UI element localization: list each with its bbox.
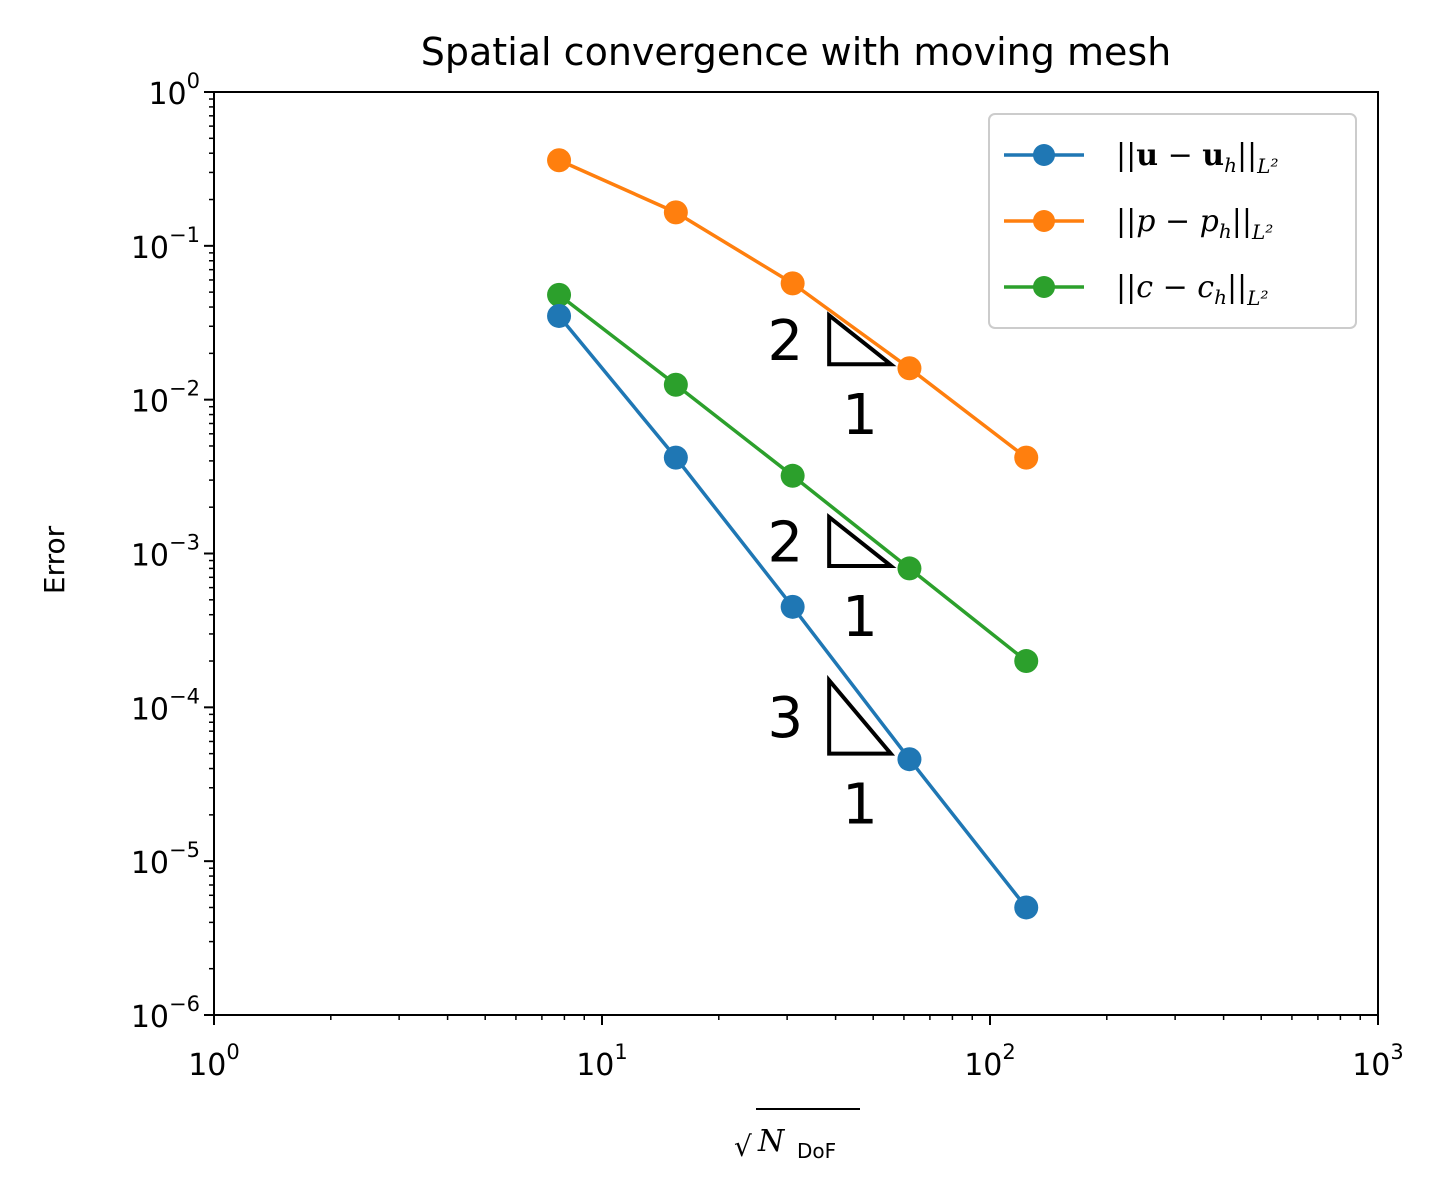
x-axis-label-var: N bbox=[757, 1124, 786, 1159]
legend-marker-p bbox=[1033, 210, 1055, 232]
slope-triangle-c: 21 bbox=[768, 511, 897, 650]
data-point bbox=[1014, 895, 1039, 920]
data-point bbox=[780, 594, 805, 619]
series-layer bbox=[547, 148, 1039, 920]
slope-rise-label: 2 bbox=[768, 511, 804, 576]
x-tick-label: 101 bbox=[576, 1040, 628, 1083]
series-2 bbox=[547, 282, 1039, 674]
x-tick-label: 102 bbox=[964, 1040, 1016, 1083]
slope-triangle-shape bbox=[827, 674, 896, 756]
slope-triangle-p: 21 bbox=[768, 309, 897, 448]
slope-run-label: 1 bbox=[842, 773, 878, 838]
slope-rise-label: 3 bbox=[768, 686, 804, 751]
slope-run-label: 1 bbox=[842, 383, 878, 448]
slope-run-label: 1 bbox=[842, 585, 878, 650]
data-point bbox=[547, 303, 572, 328]
legend-label-p: ||p − ph||L² bbox=[1116, 204, 1273, 244]
data-point bbox=[663, 372, 688, 397]
y-tick-label: 10−3 bbox=[131, 531, 200, 574]
legend-label-u: ||u − uh||L² bbox=[1116, 138, 1278, 178]
axis-ticks bbox=[204, 91, 1379, 1025]
x-axis-label-sub: DoF bbox=[797, 1139, 836, 1163]
data-point bbox=[1014, 649, 1039, 674]
y-tick-label: 10−1 bbox=[131, 223, 200, 266]
data-point bbox=[1014, 445, 1039, 470]
data-point bbox=[780, 463, 805, 488]
x-axis-label-root: √ bbox=[734, 1130, 752, 1163]
slope-triangle-shape bbox=[827, 512, 897, 568]
x-tick-label: 100 bbox=[188, 1040, 240, 1083]
y-axis-label: Error bbox=[38, 525, 71, 594]
axis-tick-labels: 100 101 102 103 100 10−1 10−2 10−3 10−4 10−5 10−6 bbox=[131, 69, 1404, 1083]
series-1 bbox=[547, 148, 1039, 470]
x-axis-label: √ N DoF bbox=[734, 1108, 860, 1163]
legend-entry-p: ||p − ph||L² bbox=[1004, 204, 1273, 244]
legend-box bbox=[988, 113, 1357, 329]
series-0 bbox=[547, 303, 1039, 920]
legend: ||u − uh||L² ||p − ph||L² ||c − ch||L² bbox=[988, 113, 1357, 329]
legend-label-c: ||c − ch||L² bbox=[1116, 270, 1268, 310]
data-point bbox=[547, 282, 572, 307]
y-tick-label: 10−5 bbox=[131, 838, 200, 881]
data-point bbox=[663, 445, 688, 470]
x-tick-label: 103 bbox=[1352, 1040, 1404, 1083]
data-point bbox=[897, 747, 922, 772]
legend-marker-c bbox=[1033, 276, 1055, 298]
y-tick-label: 10−2 bbox=[131, 377, 200, 420]
y-tick-label: 100 bbox=[148, 69, 200, 112]
chart-title: Spatial convergence with moving mesh bbox=[421, 30, 1171, 74]
data-point bbox=[897, 556, 922, 581]
slope-triangle-u: 31 bbox=[768, 674, 896, 838]
legend-entry-u: ||u − uh||L² bbox=[1004, 138, 1278, 178]
y-tick-label: 10−6 bbox=[131, 992, 200, 1035]
legend-marker-u bbox=[1033, 144, 1055, 166]
data-point bbox=[897, 356, 922, 381]
y-tick-label: 10−4 bbox=[131, 684, 200, 727]
slope-triangle-shape bbox=[827, 311, 897, 367]
data-point bbox=[547, 148, 572, 173]
data-point bbox=[663, 200, 688, 225]
legend-entry-c: ||c − ch||L² bbox=[1004, 270, 1268, 310]
slope-rise-label: 2 bbox=[768, 309, 804, 374]
data-point bbox=[780, 271, 805, 296]
